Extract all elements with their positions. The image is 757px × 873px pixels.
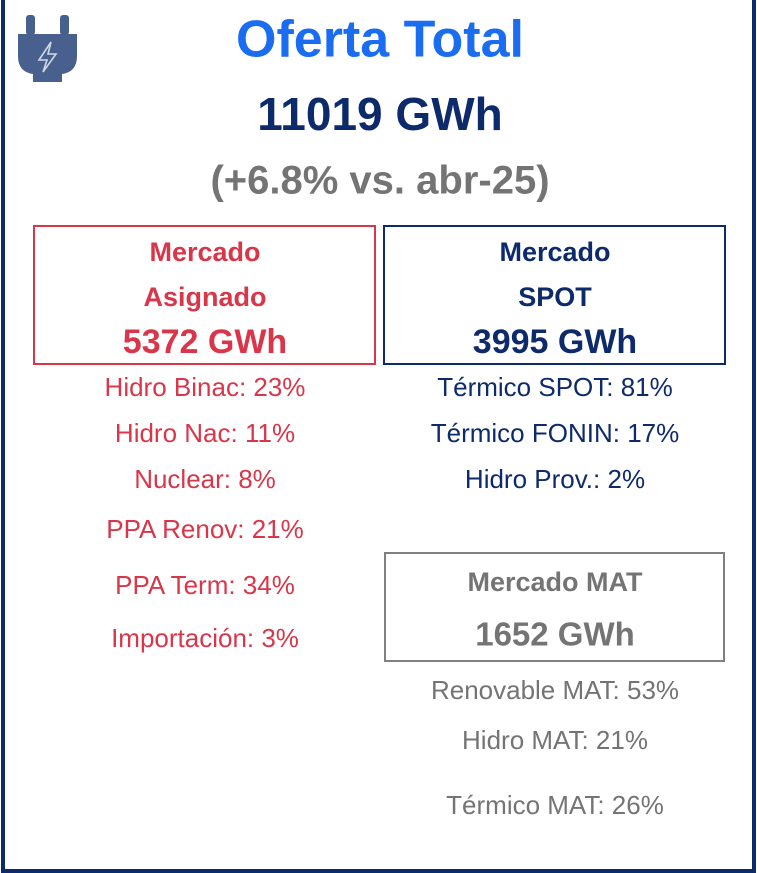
mat-box xyxy=(384,552,725,662)
change: (+6.8% vs. abr-25) xyxy=(210,159,549,203)
mat-total: 1652 GWh xyxy=(475,616,635,653)
share-item: Nuclear: 8% xyxy=(134,464,276,494)
share-item: Térmico SPOT: 81% xyxy=(437,372,673,402)
spot-label: SPOT xyxy=(518,282,592,312)
share-item: Hidro MAT: 21% xyxy=(462,725,648,755)
share-item: Hidro Binac: 23% xyxy=(105,372,306,402)
mat-label: Mercado MAT xyxy=(467,567,643,597)
asignado-total: 5372 GWh xyxy=(123,323,287,361)
share-item: Hidro Nac: 11% xyxy=(115,418,295,448)
share-item: Hidro Prov.: 2% xyxy=(465,464,645,494)
spot-total: 3995 GWh xyxy=(473,323,637,361)
spot-box xyxy=(383,225,726,365)
asignado-label: Mercado xyxy=(149,237,260,267)
share-item: PPA Renov: 21% xyxy=(106,514,304,544)
share-item: Térmico MAT: 26% xyxy=(446,790,664,820)
total: 11019 GWh xyxy=(257,88,502,140)
plug-icon xyxy=(18,15,77,82)
share-item: Renovable MAT: 53% xyxy=(431,675,679,705)
asignado-label: Asignado xyxy=(143,282,266,312)
spot-label: Mercado xyxy=(499,237,610,267)
share-item: Térmico FONIN: 17% xyxy=(431,418,680,448)
asignado-box xyxy=(33,225,376,365)
share-item: Importación: 3% xyxy=(111,623,299,653)
title: Oferta Total xyxy=(236,11,524,69)
share-item: PPA Term: 34% xyxy=(115,570,295,600)
